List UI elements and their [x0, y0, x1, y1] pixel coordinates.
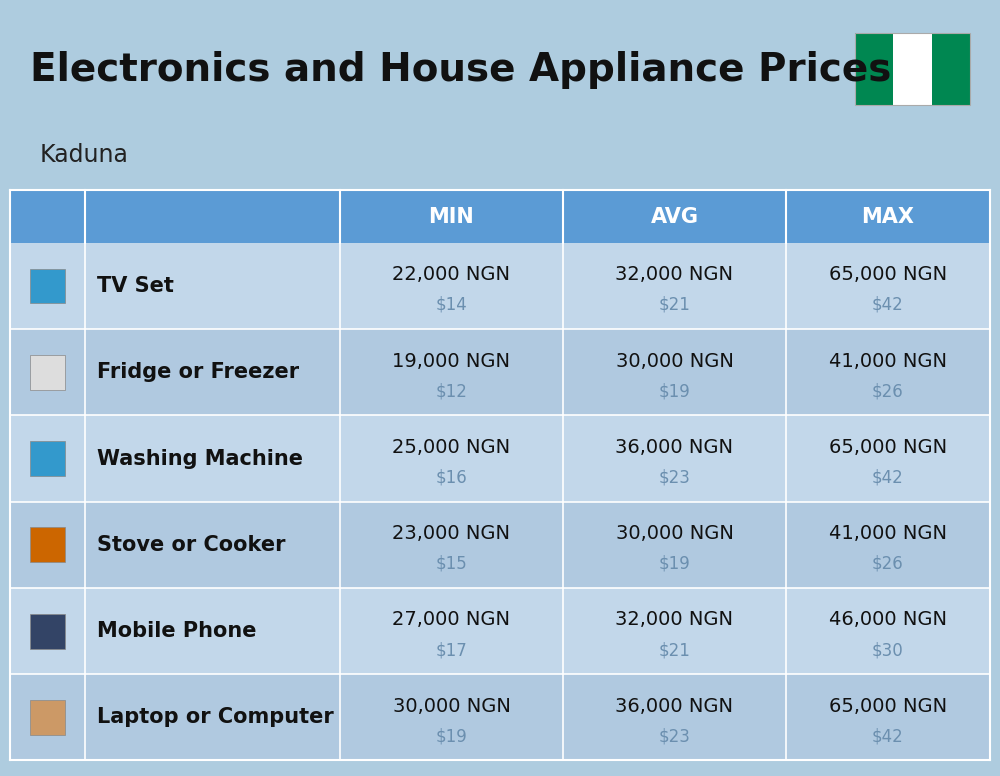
- Text: $21: $21: [659, 641, 690, 659]
- Text: $19: $19: [436, 727, 467, 745]
- FancyBboxPatch shape: [563, 501, 786, 588]
- Text: $17: $17: [436, 641, 467, 659]
- FancyBboxPatch shape: [30, 268, 65, 303]
- Text: 41,000 NGN: 41,000 NGN: [829, 352, 947, 371]
- Text: 27,000 NGN: 27,000 NGN: [392, 611, 510, 629]
- FancyBboxPatch shape: [340, 190, 563, 243]
- Text: Fridge or Freezer: Fridge or Freezer: [97, 362, 299, 383]
- FancyBboxPatch shape: [10, 190, 85, 243]
- FancyBboxPatch shape: [340, 329, 563, 415]
- Text: $23: $23: [659, 469, 690, 487]
- FancyBboxPatch shape: [10, 243, 85, 329]
- FancyBboxPatch shape: [85, 329, 340, 415]
- Text: $26: $26: [872, 383, 904, 400]
- Text: TV Set: TV Set: [97, 276, 174, 296]
- Text: $26: $26: [872, 555, 904, 573]
- FancyBboxPatch shape: [30, 614, 65, 649]
- FancyBboxPatch shape: [85, 415, 340, 501]
- FancyBboxPatch shape: [10, 501, 85, 588]
- FancyBboxPatch shape: [563, 674, 786, 760]
- FancyBboxPatch shape: [10, 415, 85, 501]
- FancyBboxPatch shape: [340, 243, 563, 329]
- Text: Stove or Cooker: Stove or Cooker: [97, 535, 286, 555]
- FancyBboxPatch shape: [30, 700, 65, 735]
- Text: $23: $23: [659, 727, 690, 745]
- FancyBboxPatch shape: [340, 501, 563, 588]
- Text: $19: $19: [659, 383, 690, 400]
- FancyBboxPatch shape: [340, 415, 563, 501]
- FancyBboxPatch shape: [786, 588, 990, 674]
- Text: 46,000 NGN: 46,000 NGN: [829, 611, 947, 629]
- Text: $21: $21: [659, 296, 690, 314]
- FancyBboxPatch shape: [563, 588, 786, 674]
- FancyBboxPatch shape: [85, 674, 340, 760]
- Text: Laptop or Computer: Laptop or Computer: [97, 708, 334, 727]
- Text: $14: $14: [436, 296, 467, 314]
- FancyBboxPatch shape: [563, 415, 786, 501]
- Text: 65,000 NGN: 65,000 NGN: [829, 438, 947, 457]
- FancyBboxPatch shape: [786, 501, 990, 588]
- Text: 32,000 NGN: 32,000 NGN: [615, 611, 733, 629]
- FancyBboxPatch shape: [340, 588, 563, 674]
- FancyBboxPatch shape: [563, 329, 786, 415]
- FancyBboxPatch shape: [30, 528, 65, 563]
- FancyBboxPatch shape: [786, 415, 990, 501]
- Text: $19: $19: [659, 555, 690, 573]
- FancyBboxPatch shape: [563, 243, 786, 329]
- Text: 65,000 NGN: 65,000 NGN: [829, 697, 947, 715]
- FancyBboxPatch shape: [340, 674, 563, 760]
- FancyBboxPatch shape: [10, 329, 85, 415]
- Text: 22,000 NGN: 22,000 NGN: [392, 265, 510, 284]
- Text: $42: $42: [872, 296, 904, 314]
- Text: $42: $42: [872, 727, 904, 745]
- Text: Electronics and House Appliance Prices: Electronics and House Appliance Prices: [30, 51, 891, 88]
- Text: MIN: MIN: [429, 206, 474, 227]
- Text: 36,000 NGN: 36,000 NGN: [615, 438, 733, 457]
- Text: 36,000 NGN: 36,000 NGN: [615, 697, 733, 715]
- FancyBboxPatch shape: [30, 441, 65, 476]
- FancyBboxPatch shape: [563, 190, 786, 243]
- FancyBboxPatch shape: [786, 674, 990, 760]
- Text: Mobile Phone: Mobile Phone: [97, 621, 256, 641]
- FancyBboxPatch shape: [855, 33, 893, 105]
- Text: 30,000 NGN: 30,000 NGN: [616, 352, 733, 371]
- FancyBboxPatch shape: [85, 190, 340, 243]
- Text: $30: $30: [872, 641, 904, 659]
- FancyBboxPatch shape: [85, 243, 340, 329]
- Text: 23,000 NGN: 23,000 NGN: [392, 524, 510, 543]
- Text: 65,000 NGN: 65,000 NGN: [829, 265, 947, 284]
- Text: MAX: MAX: [861, 206, 914, 227]
- Text: AVG: AVG: [650, 206, 698, 227]
- FancyBboxPatch shape: [786, 190, 990, 243]
- Text: $12: $12: [436, 383, 467, 400]
- Text: 30,000 NGN: 30,000 NGN: [393, 697, 510, 715]
- FancyBboxPatch shape: [85, 501, 340, 588]
- FancyBboxPatch shape: [786, 329, 990, 415]
- FancyBboxPatch shape: [10, 674, 85, 760]
- FancyBboxPatch shape: [85, 588, 340, 674]
- FancyBboxPatch shape: [893, 33, 932, 105]
- FancyBboxPatch shape: [30, 355, 65, 390]
- Text: Kaduna: Kaduna: [40, 144, 129, 167]
- Text: 32,000 NGN: 32,000 NGN: [615, 265, 733, 284]
- Text: $15: $15: [436, 555, 467, 573]
- Text: Washing Machine: Washing Machine: [97, 449, 303, 469]
- FancyBboxPatch shape: [10, 588, 85, 674]
- FancyBboxPatch shape: [786, 243, 990, 329]
- Text: 41,000 NGN: 41,000 NGN: [829, 524, 947, 543]
- Text: $42: $42: [872, 469, 904, 487]
- Text: 25,000 NGN: 25,000 NGN: [392, 438, 511, 457]
- Text: 30,000 NGN: 30,000 NGN: [616, 524, 733, 543]
- Text: 19,000 NGN: 19,000 NGN: [392, 352, 510, 371]
- FancyBboxPatch shape: [932, 33, 970, 105]
- Text: $16: $16: [436, 469, 467, 487]
